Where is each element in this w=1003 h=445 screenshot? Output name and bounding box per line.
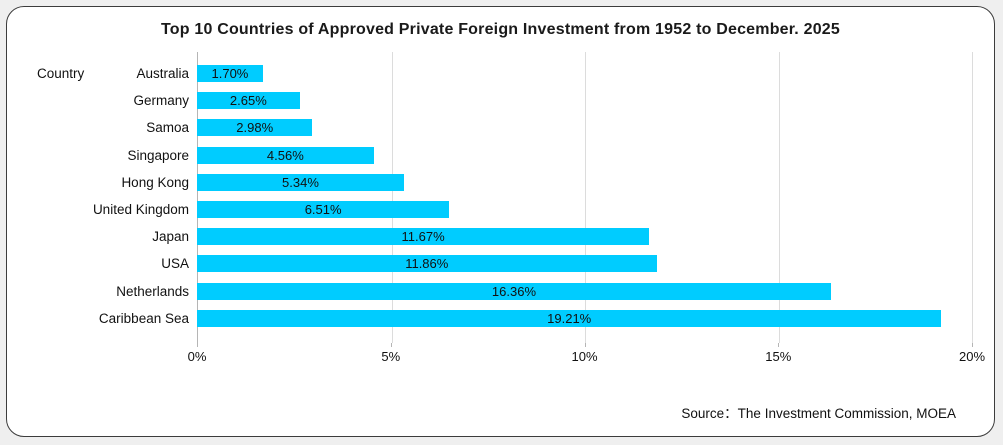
category-label: USA <box>161 256 189 272</box>
category-label: Netherlands <box>116 283 189 299</box>
bar-rows: Australia 1.70% Germany 2.65% Samoa 2.98% Sing… <box>29 52 972 343</box>
tick-mark <box>778 342 780 347</box>
bar-track: 11.86% <box>197 255 972 273</box>
bar: 16.36% <box>197 282 831 300</box>
bar: 5.34% <box>197 173 404 191</box>
bar: 11.86% <box>197 255 657 273</box>
bar: 2.65% <box>197 92 300 110</box>
bar-value-label: 2.65% <box>229 93 267 109</box>
category-label: Germany <box>133 93 189 109</box>
category-label: Samoa <box>146 120 189 136</box>
bar-value-label: 19.21% <box>547 310 592 326</box>
bar-row: USA 11.86% <box>29 250 972 277</box>
bar-value-label: 5.34% <box>282 174 319 190</box>
bar-chart: Country Australia 1.70% Germany 2.65% Samoa 2… <box>29 52 985 367</box>
gridline <box>972 52 973 343</box>
bar-row: Germany 2.65% <box>29 87 972 114</box>
bar-track: 19.21% <box>197 309 972 327</box>
bar-track: 6.51% <box>197 201 972 219</box>
bar-row: Australia 1.70% <box>29 60 972 87</box>
x-axis: 0% 5% 10% 15% 20% <box>188 342 985 367</box>
x-tick-label: 0% <box>187 348 207 364</box>
category-label: Caribbean Sea <box>98 310 189 326</box>
bar: 19.21% <box>197 309 942 327</box>
bar: 6.51% <box>197 201 450 219</box>
bar: 2.98% <box>197 119 313 137</box>
bar-value-label: 2.98% <box>236 120 274 136</box>
category-axis-label: Country <box>37 66 85 81</box>
bar-track: 5.34% <box>197 173 972 191</box>
x-tick-label: 10% <box>571 348 598 364</box>
bar-value-label: 1.70% <box>211 66 249 82</box>
category-label: Hong Kong <box>121 174 189 190</box>
bar-track: 1.70% <box>197 65 972 83</box>
bar-value-label: 6.51% <box>304 202 342 218</box>
bar-value-label: 4.56% <box>266 147 304 163</box>
plot-area: Australia 1.70% Germany 2.65% Samoa 2.98% Sing… <box>29 52 973 343</box>
category-label: Singapore <box>127 147 189 163</box>
bar-value-label: 11.86% <box>405 256 449 272</box>
bar-row: Hong Kong 5.34% <box>29 169 972 196</box>
tick-mark <box>390 342 392 347</box>
bar-track: 2.98% <box>197 119 972 137</box>
category-label: Australia <box>136 66 189 82</box>
x-tick-label: 20% <box>958 348 986 364</box>
bar-track: 2.65% <box>197 92 972 110</box>
bar-track: 16.36% <box>197 282 972 300</box>
bar-row: Japan 11.67% <box>29 223 972 250</box>
bar-value-label: 16.36% <box>491 283 537 299</box>
bar: 11.67% <box>197 228 650 246</box>
chart-card: Top 10 Countries of Approved Private For… <box>6 6 995 437</box>
bar-track: 4.56% <box>197 146 972 164</box>
bar-row: Samoa 2.98% <box>29 114 972 141</box>
bar-row: Caribbean Sea 19.21% <box>29 305 972 332</box>
x-tick-label: 15% <box>765 348 792 364</box>
bar: 4.56% <box>197 146 374 164</box>
x-tick-label: 5% <box>381 348 401 364</box>
bar-track: 11.67% <box>197 228 972 246</box>
bar: 1.70% <box>197 65 263 83</box>
bar-row: Singapore 4.56% <box>29 142 972 169</box>
bar-row: Netherlands 16.36% <box>29 278 972 305</box>
category-label: Japan <box>152 229 189 245</box>
source-note: Source：The Investment Commission, MOEA <box>681 406 956 421</box>
chart-title: Top 10 Countries of Approved Private For… <box>160 21 840 38</box>
tick-mark <box>197 342 198 347</box>
category-label: United Kingdom <box>92 202 189 218</box>
bar-value-label: 11.67% <box>401 229 445 245</box>
tick-mark <box>584 342 586 347</box>
tick-mark <box>972 342 973 347</box>
bar-row: United Kingdom 6.51% <box>29 196 972 223</box>
